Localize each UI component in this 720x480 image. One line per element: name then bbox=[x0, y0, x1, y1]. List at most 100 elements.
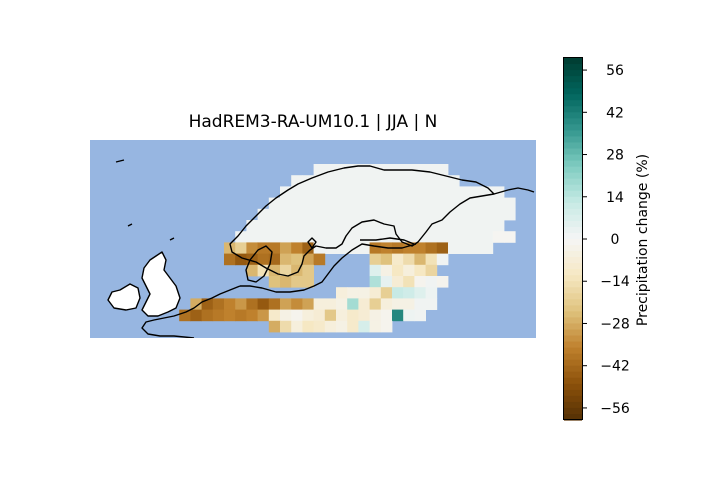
colorbar-block bbox=[564, 275, 582, 282]
grid-cell bbox=[470, 208, 482, 221]
grid-cell bbox=[235, 231, 247, 243]
grid-cell bbox=[392, 264, 404, 277]
colorbar-block bbox=[564, 323, 582, 331]
colorbar-block bbox=[564, 88, 582, 95]
grid-cell bbox=[336, 309, 348, 322]
colorbar-block bbox=[564, 130, 582, 138]
grid-cell bbox=[291, 197, 303, 210]
grid-cell bbox=[280, 309, 292, 322]
colorbar-block bbox=[564, 172, 582, 180]
grid-cell bbox=[425, 287, 438, 299]
grid-cell bbox=[336, 220, 348, 232]
grid-cell bbox=[291, 231, 303, 243]
colorbar-block bbox=[564, 269, 582, 276]
grid-cell bbox=[302, 309, 314, 322]
colorbar-block bbox=[564, 257, 582, 264]
grid-cell bbox=[280, 242, 292, 254]
grid-cell bbox=[403, 309, 415, 322]
colorbar-block bbox=[564, 58, 582, 65]
colorbar-block bbox=[564, 124, 582, 131]
colorbar-block bbox=[564, 401, 582, 409]
map-title: HadREM3-RA-UM10.1 | JJA | N bbox=[188, 112, 438, 132]
grid-cell bbox=[224, 253, 236, 266]
grid-cells bbox=[108, 164, 516, 333]
colorbar-block bbox=[564, 220, 582, 228]
colorbar-tick-label: −56 bbox=[600, 401, 630, 417]
grid-cell bbox=[336, 231, 348, 243]
colorbar-block bbox=[564, 196, 582, 204]
colorbar-block bbox=[564, 118, 582, 125]
colorbar-tick-label: 14 bbox=[606, 190, 624, 206]
grid-cell bbox=[380, 175, 393, 187]
grid-cell bbox=[291, 320, 303, 333]
grid-cell bbox=[246, 298, 258, 310]
colorbar-block bbox=[564, 214, 582, 222]
colorbar-block bbox=[564, 100, 582, 107]
grid-cell bbox=[268, 298, 281, 310]
grid-cell bbox=[392, 208, 404, 221]
grid-cell bbox=[280, 197, 292, 210]
grid-cell bbox=[448, 220, 460, 232]
coastline-great-britain bbox=[141, 251, 181, 317]
grid-cell bbox=[481, 186, 494, 198]
grid-cell bbox=[380, 253, 393, 266]
grid-cell bbox=[425, 231, 438, 243]
grid-cell bbox=[291, 276, 303, 288]
grid-cell bbox=[369, 264, 382, 277]
grid-cell bbox=[414, 309, 426, 322]
grid-cell bbox=[392, 298, 404, 310]
colorbar-block bbox=[564, 305, 582, 312]
grid-cell bbox=[380, 231, 393, 243]
grid-cell bbox=[268, 231, 281, 243]
grid-cell bbox=[313, 220, 326, 232]
grid-cell bbox=[324, 197, 337, 210]
grid-cell bbox=[380, 186, 393, 198]
grid-cell bbox=[459, 231, 471, 243]
grid-cell bbox=[291, 208, 303, 221]
colorbar-tick-label: −42 bbox=[600, 359, 630, 375]
grid-cell bbox=[280, 253, 292, 266]
grid-cell bbox=[481, 242, 494, 254]
grid-cell bbox=[425, 253, 438, 266]
grid-cell bbox=[291, 264, 303, 277]
grid-cell bbox=[392, 309, 404, 322]
grid-cell bbox=[224, 242, 236, 254]
colorbar-block bbox=[564, 371, 582, 379]
precipitation-map bbox=[90, 140, 536, 338]
colorbar-block bbox=[564, 154, 582, 162]
grid-cell bbox=[459, 197, 471, 210]
grid-cell bbox=[313, 309, 326, 322]
grid-cell bbox=[403, 298, 415, 310]
grid-cell bbox=[336, 197, 348, 210]
grid-cell bbox=[358, 320, 370, 333]
grid-cell bbox=[380, 197, 393, 210]
coastline-denmark bbox=[245, 245, 273, 283]
grid-cell bbox=[414, 264, 426, 277]
coastline-baltic-south bbox=[240, 243, 417, 293]
colorbar-block bbox=[564, 395, 582, 403]
grid-cell bbox=[280, 208, 292, 221]
grid-cell bbox=[313, 242, 326, 254]
grid-cell bbox=[324, 164, 337, 176]
grid-cell bbox=[291, 298, 303, 310]
grid-cell bbox=[179, 309, 191, 322]
grid-cell bbox=[425, 164, 438, 176]
grid-cell bbox=[336, 208, 348, 221]
grid-cell bbox=[369, 309, 382, 322]
grid-cell bbox=[347, 197, 359, 210]
grid-cell bbox=[436, 197, 449, 210]
grid-cell bbox=[235, 309, 247, 322]
grid-cell bbox=[436, 175, 449, 187]
grid-cell bbox=[470, 231, 482, 243]
grid-cell bbox=[392, 287, 404, 299]
grid-cell bbox=[369, 276, 382, 288]
grid-cell bbox=[436, 253, 449, 266]
colorbar-block bbox=[564, 166, 582, 174]
grid-cell bbox=[324, 175, 337, 187]
grid-cell bbox=[481, 208, 494, 221]
grid-cell bbox=[268, 276, 281, 288]
grid-cell bbox=[369, 197, 382, 210]
grid-cell bbox=[336, 320, 348, 333]
grid-cell bbox=[425, 276, 438, 288]
grid-cell bbox=[313, 197, 326, 210]
